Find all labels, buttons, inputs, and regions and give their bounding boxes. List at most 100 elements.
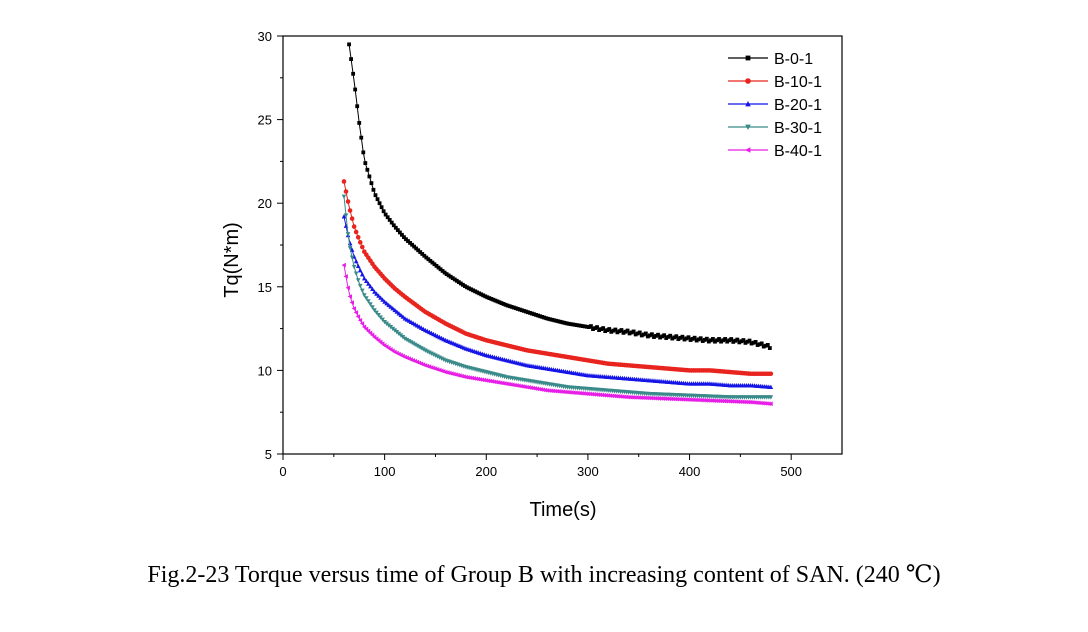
- data-point: [481, 377, 487, 383]
- data-point: [601, 326, 606, 330]
- data-point: [717, 337, 721, 341]
- data-point: [599, 392, 605, 398]
- data-point: [678, 335, 683, 340]
- series-line-B-10-1: [343, 181, 771, 375]
- data-point: [452, 277, 457, 282]
- data-point: [757, 342, 762, 347]
- data-point: [627, 331, 632, 336]
- data-point: [609, 329, 614, 334]
- data-point: [546, 316, 551, 321]
- data-point: [528, 310, 532, 315]
- data-point: [765, 343, 770, 347]
- data-point: [762, 401, 767, 406]
- data-point: [530, 385, 535, 391]
- data-point: [410, 242, 414, 247]
- data-point: [631, 329, 636, 334]
- data-point: [353, 310, 359, 315]
- data-point: [597, 328, 601, 333]
- data-point: [615, 330, 620, 335]
- data-point: [506, 381, 511, 387]
- data-point: [562, 320, 567, 325]
- data-point: [766, 401, 771, 406]
- y-axis-ticks: 5 10 15 20 25 30: [258, 29, 283, 462]
- data-point: [347, 246, 353, 251]
- data-point: [514, 383, 519, 388]
- data-point: [359, 271, 365, 277]
- data-point: [382, 320, 387, 325]
- data-point: [465, 375, 470, 380]
- data-point: [561, 389, 566, 395]
- legend-marker: [745, 124, 751, 130]
- data-point: [355, 314, 361, 319]
- data-point: [621, 330, 626, 335]
- data-point: [761, 344, 766, 349]
- data-point: [394, 309, 400, 314]
- data-point: [345, 199, 351, 204]
- data-point: [725, 339, 730, 344]
- data-point: [509, 304, 514, 309]
- series-B-40-1: [341, 262, 773, 407]
- data-point: [432, 262, 437, 267]
- data-point: [587, 325, 591, 329]
- data-point: [446, 273, 451, 278]
- data-point: [567, 390, 572, 395]
- data-point: [611, 393, 617, 399]
- data-point: [526, 310, 530, 315]
- data-point: [735, 337, 740, 342]
- data-point: [556, 389, 562, 394]
- data-point: [483, 294, 488, 299]
- data-point: [518, 383, 523, 389]
- legend-marker: [745, 55, 751, 61]
- data-point: [355, 278, 361, 283]
- data-point: [428, 258, 433, 263]
- data-point: [371, 187, 376, 192]
- legend-item-B-10-1: B-10-1: [728, 74, 822, 91]
- data-point: [460, 282, 465, 287]
- data-point: [485, 378, 491, 384]
- data-point: [448, 274, 453, 279]
- data-point: [357, 121, 362, 125]
- data-point: [536, 386, 542, 392]
- data-point: [759, 341, 764, 346]
- data-point: [380, 317, 385, 323]
- data-point: [418, 250, 423, 255]
- data-point: [440, 269, 445, 273]
- data-point: [391, 223, 396, 228]
- data-point: [755, 343, 760, 347]
- data-point: [390, 326, 396, 332]
- data-point: [706, 339, 711, 344]
- data-point: [593, 326, 597, 330]
- data-point: [379, 205, 384, 210]
- data-point: [378, 315, 383, 320]
- data-point: [558, 389, 564, 394]
- data-point: [692, 335, 697, 340]
- data-point: [737, 340, 742, 345]
- data-point: [367, 330, 373, 336]
- data-point: [563, 389, 568, 395]
- data-point: [554, 389, 560, 394]
- data-point: [672, 335, 677, 340]
- data-point: [359, 321, 365, 326]
- data-point: [611, 328, 616, 333]
- data-point: [589, 391, 594, 397]
- data-point: [504, 381, 509, 387]
- data-point: [502, 381, 507, 386]
- data-point: [635, 331, 640, 336]
- data-point: [658, 335, 662, 340]
- data-point: [536, 313, 541, 318]
- data-point: [696, 337, 701, 342]
- data-point: [591, 392, 596, 397]
- series-B-0-1: [347, 42, 772, 350]
- data-point: [542, 315, 547, 320]
- data-point: [424, 255, 429, 260]
- data-point: [745, 339, 750, 344]
- legend-item-B-0-1: B-0-1: [728, 51, 813, 68]
- data-point: [532, 386, 537, 391]
- data-point: [418, 346, 424, 351]
- data-point: [456, 280, 461, 285]
- data-point: [398, 333, 404, 338]
- data-point: [398, 312, 404, 318]
- data-point: [369, 332, 375, 338]
- data-point: [364, 278, 369, 284]
- data-point: [372, 308, 377, 313]
